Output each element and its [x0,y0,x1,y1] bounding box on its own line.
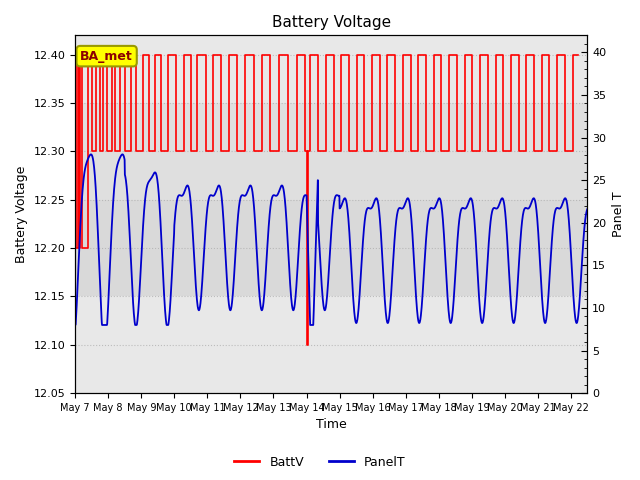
Bar [75,200,588,297]
X-axis label: Time: Time [316,419,347,432]
Y-axis label: Battery Voltage: Battery Voltage [15,166,28,263]
Title: Battery Voltage: Battery Voltage [272,15,391,30]
Y-axis label: Panel T: Panel T [612,192,625,237]
Text: BA_met: BA_met [80,49,133,63]
Bar [75,103,588,200]
Legend: BattV, PanelT: BattV, PanelT [229,451,411,474]
